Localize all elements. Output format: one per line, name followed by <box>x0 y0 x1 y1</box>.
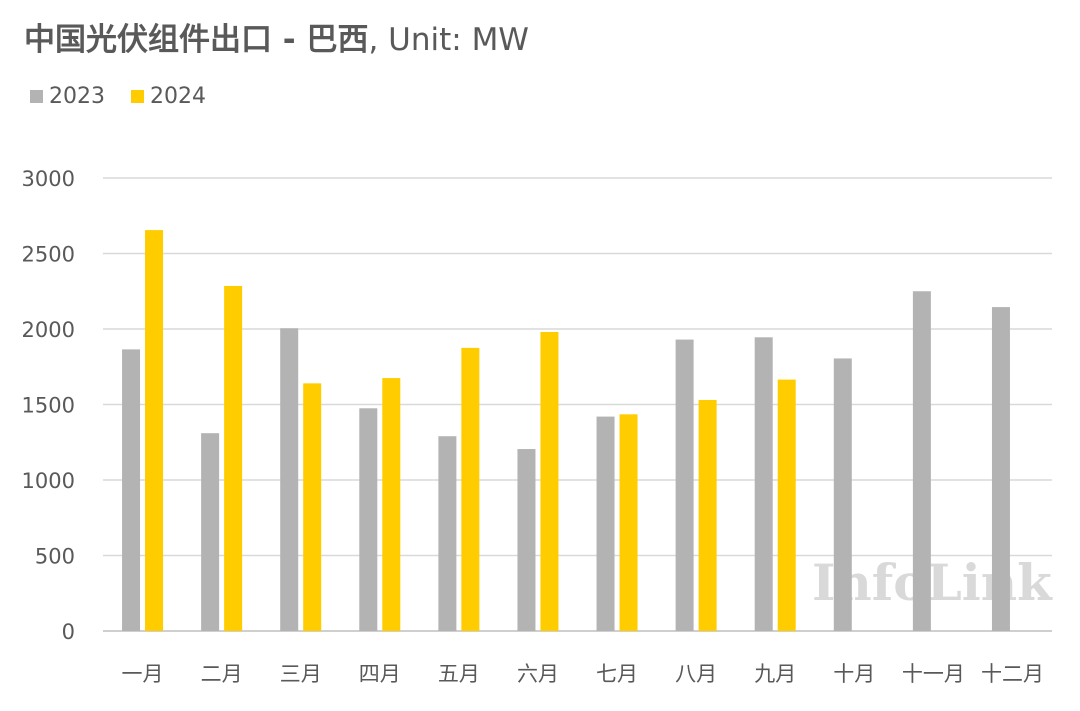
bar-2023-9 <box>754 337 773 631</box>
y-tick-label: 500 <box>35 545 75 569</box>
legend-swatch-2024 <box>131 90 144 103</box>
y-axis-ticks: 0 500 1000 1500 2000 2500 3000 <box>22 167 75 644</box>
y-tick-label: 2500 <box>22 243 75 267</box>
legend: 2023 2024 <box>30 84 206 109</box>
legend-entry-2024: 2024 <box>131 84 206 109</box>
legend-swatch-2023 <box>30 90 43 103</box>
chart-title-main: 中国光伏组件出口 - 巴西 <box>24 22 369 58</box>
chart-title-unit: , Unit: MW <box>368 22 529 58</box>
x-axis-ticks: 一月 二月 三月 四月 五月 六月 七月 八月 九月 十月 十一月 十二月 <box>122 662 1044 686</box>
bar-2024-9 <box>777 379 796 631</box>
x-tick-label: 八月 <box>675 662 717 686</box>
bar-2024-2 <box>224 285 243 631</box>
bar-2024-3 <box>303 383 322 631</box>
bars <box>122 230 1010 631</box>
x-tick-label: 七月 <box>596 662 638 686</box>
bar-2024-8 <box>698 399 717 631</box>
y-tick-label: 2000 <box>22 318 75 342</box>
x-tick-label: 二月 <box>201 662 243 686</box>
x-tick-label: 一月 <box>122 662 164 686</box>
x-tick-label: 六月 <box>517 662 559 686</box>
bar-2023-12 <box>991 307 1010 631</box>
x-tick-label: 四月 <box>359 662 401 686</box>
bar-2024-1 <box>145 230 164 631</box>
x-tick-label: 五月 <box>438 662 480 686</box>
legend-entry-2023: 2023 <box>30 84 105 109</box>
bar-2023-7 <box>596 416 615 631</box>
gridlines <box>103 177 1052 632</box>
bar-2024-4 <box>382 378 401 631</box>
bar-2024-6 <box>540 332 559 631</box>
bar-2024-5 <box>461 347 480 631</box>
bar-2024-7 <box>619 414 638 631</box>
bar-2023-11 <box>912 291 931 631</box>
x-tick-label: 十一月 <box>902 662 965 686</box>
bar-2023-6 <box>517 449 536 631</box>
y-tick-label: 1000 <box>22 469 75 493</box>
bar-2023-3 <box>280 328 299 631</box>
bar-2023-10 <box>833 358 852 631</box>
chart-title: 中国光伏组件出口 - 巴西, Unit: MW <box>24 14 529 59</box>
bar-2023-8 <box>675 339 694 631</box>
bar-2023-4 <box>359 408 378 631</box>
bar-2023-1 <box>122 349 141 631</box>
legend-label-2024: 2024 <box>150 84 206 109</box>
legend-label-2023: 2023 <box>49 84 105 109</box>
y-tick-label: 3000 <box>22 167 75 191</box>
x-tick-label: 九月 <box>754 662 796 686</box>
bar-2023-2 <box>201 433 220 631</box>
x-tick-label: 十月 <box>833 662 875 686</box>
bar-2023-5 <box>438 436 457 631</box>
watermark-infolink: InfoLink <box>812 553 1053 612</box>
x-tick-label: 三月 <box>280 662 322 686</box>
y-tick-label: 0 <box>62 620 75 644</box>
y-tick-label: 1500 <box>22 394 75 418</box>
x-tick-label: 十二月 <box>981 662 1044 686</box>
